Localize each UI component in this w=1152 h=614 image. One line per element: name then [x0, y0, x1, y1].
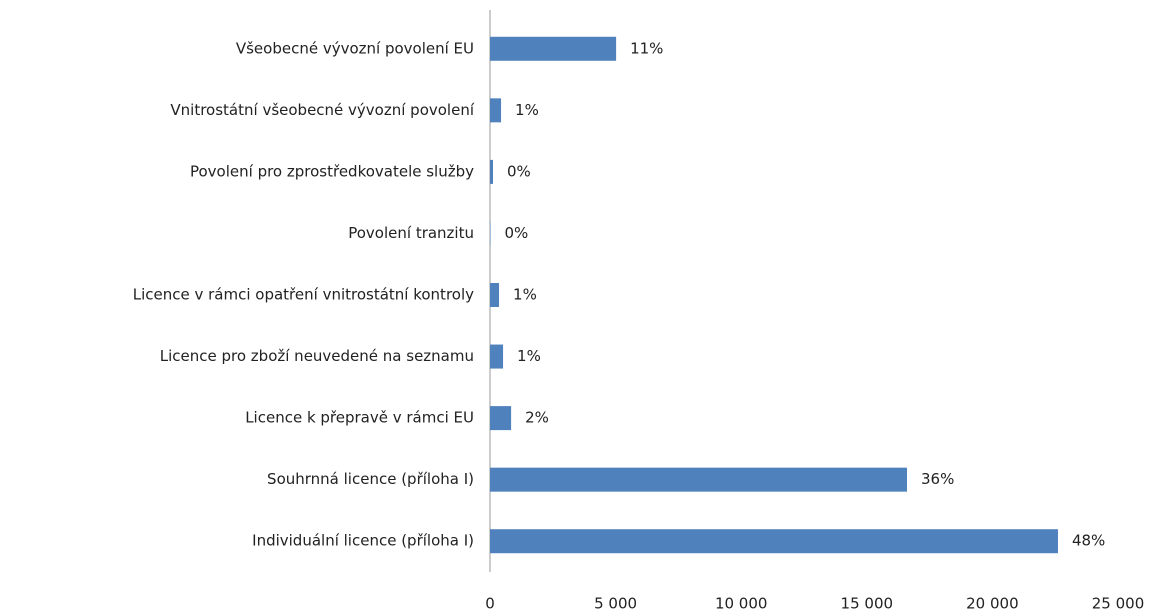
- data-label: 1%: [517, 347, 541, 365]
- data-label: 2%: [525, 409, 549, 427]
- x-tick-label: 25 000: [1092, 595, 1145, 613]
- bar: [490, 221, 491, 246]
- y-tick-label: Povolení tranzitu: [348, 224, 474, 242]
- data-label: 1%: [513, 286, 537, 304]
- y-tick-label: Vnitrostátní všeobecné vývozní povolení: [170, 101, 474, 119]
- y-tick-label: Licence v rámci opatření vnitrostátní ko…: [133, 286, 474, 304]
- x-tick-label: 0: [485, 595, 495, 613]
- y-tick-label: Všeobecné vývozní povolení EU: [236, 39, 474, 57]
- y-tick-label: Souhrnná licence (příloha I): [267, 470, 474, 488]
- data-label: 48%: [1072, 532, 1105, 550]
- data-label: 0%: [505, 224, 529, 242]
- data-label: 11%: [630, 39, 663, 57]
- y-tick-label: Povolení pro zprostředkovatele služby: [190, 162, 474, 180]
- data-label: 36%: [921, 470, 954, 488]
- data-label: 1%: [515, 101, 539, 119]
- x-tick-label: 10 000: [715, 595, 768, 613]
- bar: [490, 98, 502, 123]
- data-label: 0%: [507, 162, 531, 180]
- x-tick-label: 5 000: [594, 595, 637, 613]
- bar: [490, 344, 504, 369]
- x-tick-label: 20 000: [966, 595, 1019, 613]
- bar: [490, 283, 500, 307]
- bar: [490, 159, 494, 184]
- bar: [490, 467, 907, 492]
- bar: [490, 406, 512, 431]
- bar: [490, 36, 617, 61]
- y-tick-label: Licence pro zboží neuvedené na seznamu: [160, 347, 474, 365]
- y-tick-label: Licence k přepravě v rámci EU: [245, 409, 474, 427]
- bar: [490, 529, 1058, 554]
- y-tick-label: Individuální licence (příloha I): [252, 532, 474, 550]
- x-tick-label: 15 000: [841, 595, 894, 613]
